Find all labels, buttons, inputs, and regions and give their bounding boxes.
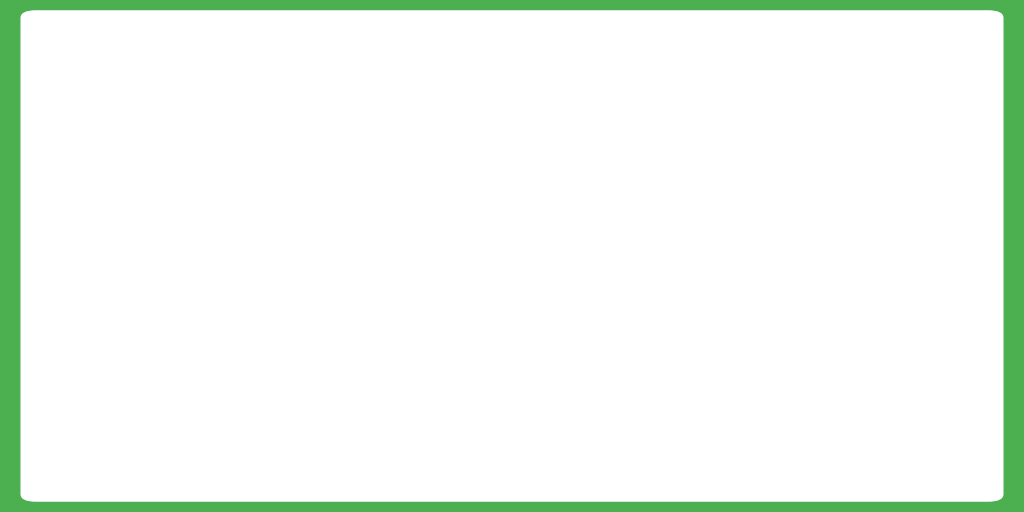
Text: 5: 5	[214, 232, 231, 256]
Text: Data: Data	[209, 199, 236, 208]
Text: Pointer: Pointer	[717, 334, 756, 344]
Bar	[403, 217, 483, 270]
Text: Data: Data	[651, 199, 678, 208]
Text: Insertion At End in Circular Linked List in C: Insertion At End in Circular Linked List…	[231, 32, 793, 58]
Bar	[625, 217, 705, 270]
Bar	[262, 217, 326, 270]
Text: Data: Data	[651, 334, 678, 344]
Bar	[182, 217, 262, 270]
Bar	[705, 353, 768, 407]
Text: Next: Next	[497, 237, 534, 251]
Text: Pointer: Pointer	[496, 199, 535, 208]
Bar	[625, 353, 705, 407]
Text: Head: Head	[100, 123, 148, 141]
Bar	[705, 217, 768, 270]
Text: Next: Next	[718, 237, 755, 251]
Text: Next: Next	[718, 373, 755, 387]
Text: Pointer: Pointer	[717, 199, 756, 208]
Circle shape	[492, 122, 532, 143]
Text: 3: 3	[656, 368, 674, 392]
Bar	[483, 217, 547, 270]
Text: Next: Next	[275, 237, 312, 251]
Text: Pointer: Pointer	[274, 199, 313, 208]
Text: ✕: ✕	[507, 126, 517, 139]
Text: 9: 9	[656, 232, 674, 256]
Text: 6: 6	[435, 232, 453, 256]
Text: Data: Data	[430, 199, 457, 208]
